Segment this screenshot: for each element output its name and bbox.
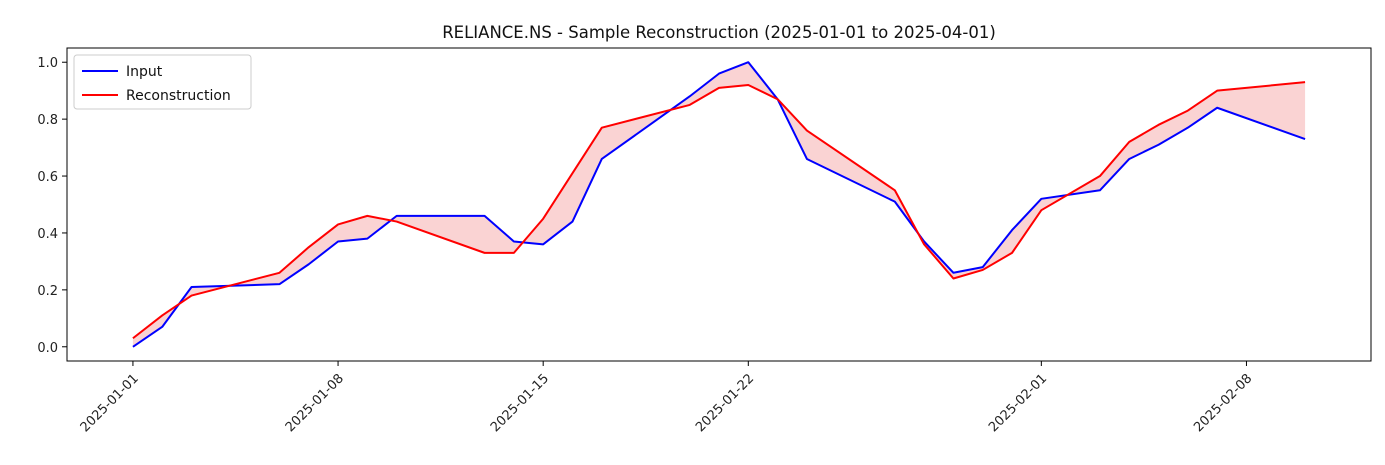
y-tick-label: 0.4 — [37, 227, 58, 242]
x-tick-label: 2025-01-15 — [488, 371, 552, 435]
x-tick-label: 2025-01-01 — [78, 371, 142, 435]
y-tick-label: 1.0 — [37, 56, 58, 71]
chart-title: RELIANCE.NS - Sample Reconstruction (202… — [442, 23, 996, 42]
x-tick-label: 2025-01-22 — [693, 371, 757, 435]
legend-label-reconstruction: Reconstruction — [126, 88, 231, 104]
error-fill-polygon — [132, 62, 1306, 347]
y-tick-label: 0.8 — [37, 113, 58, 128]
series-lines — [132, 61, 1306, 348]
x-tick-label: 2025-01-08 — [283, 371, 347, 435]
series-line-input — [132, 61, 1306, 348]
series-line-reconstruction — [132, 81, 1306, 340]
y-tick-label: 0.0 — [37, 341, 58, 356]
plot-frame — [66, 47, 1372, 362]
x-tick-label: 2025-02-08 — [1191, 371, 1255, 435]
y-tick-label: 0.2 — [37, 284, 58, 299]
error-fill-area — [132, 62, 1306, 347]
x-axis: 2025-01-01 2025-01-08 2025-01-15 2025-01-22… — [78, 361, 1255, 435]
x-tick-label: 2025-02-01 — [986, 371, 1050, 435]
legend-label-input: Input — [126, 64, 163, 80]
y-axis: 0.0 0.2 0.4 0.6 0.8 1.0 — [37, 56, 67, 356]
legend: Input Reconstruction — [73, 54, 252, 110]
legend-box — [73, 54, 252, 110]
y-tick-label: 0.6 — [37, 170, 58, 185]
